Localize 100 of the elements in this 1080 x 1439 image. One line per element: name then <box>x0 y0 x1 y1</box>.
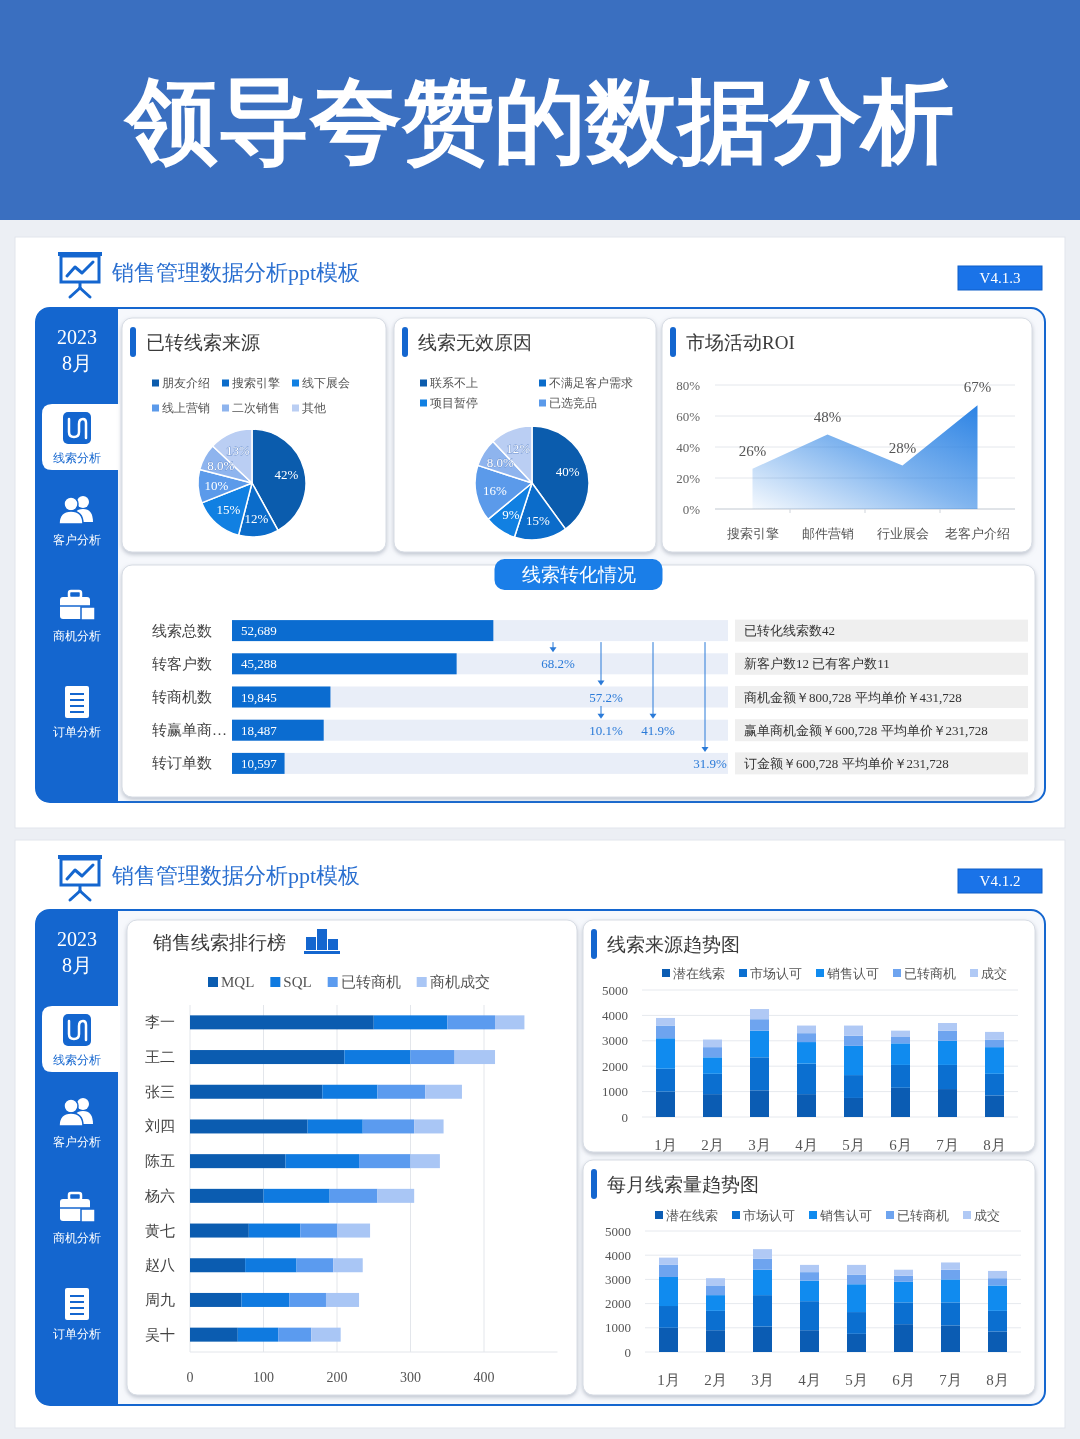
x-tick-label: 5月 <box>845 1372 868 1388</box>
x-tick-label: 2月 <box>701 1137 724 1153</box>
y-tick-label: 5000 <box>602 982 628 998</box>
y-tick-label: 刘四 <box>145 1118 175 1135</box>
y-tick-label: 20% <box>676 470 701 486</box>
legend-label: 线下展会 <box>302 376 350 390</box>
text: 订金额￥600,728 平均单价￥231,728 <box>744 755 949 771</box>
chart-title: 线索来源趋势图 <box>607 933 740 955</box>
data-label: 28% <box>888 439 917 456</box>
y-tick-label: 周九 <box>145 1291 175 1308</box>
legend-label: 销售认可 <box>819 1207 872 1223</box>
text: 线索分析 <box>53 451 101 465</box>
data-label: 16% <box>483 482 508 498</box>
y-tick-label: 0 <box>621 1109 628 1125</box>
legend-label: SQL <box>283 974 312 990</box>
data-label: 48% <box>813 408 842 425</box>
data-label: 42% <box>274 466 299 482</box>
y-tick-label: 4000 <box>605 1247 631 1263</box>
data-label: 52,689 <box>241 623 277 639</box>
x-tick-label: 300 <box>400 1369 421 1385</box>
text: 订单分析 <box>53 1327 101 1341</box>
x-tick-label: 8月 <box>986 1372 1009 1388</box>
text: 商机分析 <box>53 1231 101 1245</box>
annotation: 68.2% <box>541 656 575 672</box>
text: 8月 <box>62 352 92 374</box>
legend-label: 联系不上 <box>430 376 478 390</box>
x-tick-label: 4月 <box>795 1137 818 1153</box>
legend-label: 已转商机 <box>904 965 956 981</box>
legend-label: 已转商机 <box>897 1207 949 1223</box>
data-label: 26% <box>738 442 767 459</box>
text: 客户分析 <box>53 533 101 547</box>
legend-label: 项目暂停 <box>430 396 478 410</box>
y-tick-label: 李一 <box>145 1014 175 1031</box>
text: 2023 <box>57 928 97 950</box>
text: 商机分析 <box>53 629 101 643</box>
data-label: 15% <box>525 512 550 528</box>
x-tick-label: 200 <box>326 1369 348 1385</box>
legend-label: 成交 <box>981 965 1007 981</box>
x-tick-label: 400 <box>473 1369 495 1385</box>
data-label: 12% <box>244 510 269 526</box>
legend-label: 不满足客户需求 <box>549 376 633 390</box>
data-label: 10,597 <box>241 755 278 771</box>
y-tick-label: 杨六 <box>144 1187 175 1204</box>
chart-title: 市场活动ROI <box>686 331 795 353</box>
text: 新客户数12 已有客户数11 <box>744 656 890 672</box>
y-tick-label: 1000 <box>602 1084 628 1100</box>
x-tick-label: 2月 <box>704 1372 727 1388</box>
x-tick-label: 4月 <box>798 1372 821 1388</box>
legend-label: 已转商机 <box>340 974 401 990</box>
annotation: 57.2% <box>589 689 623 705</box>
chart-title: 每月线索量趋势图 <box>607 1173 759 1195</box>
text: 8月 <box>62 954 92 976</box>
x-tick-label: 7月 <box>939 1372 962 1388</box>
text: 已转化线索数42 <box>744 623 835 639</box>
y-tick-label: 陈五 <box>145 1153 175 1170</box>
x-tick-label: 行业展会 <box>876 525 929 541</box>
x-tick-label: 3月 <box>748 1137 771 1153</box>
text: 商机金额￥800,728 平均单价￥431,728 <box>744 689 962 705</box>
data-label: 10% <box>204 477 229 493</box>
y-tick-label: 赵八 <box>145 1257 175 1274</box>
legend-label: 搜索引擎 <box>232 376 280 390</box>
chart-title: 线索转化情况 <box>521 563 636 585</box>
legend-label: 成交 <box>974 1207 1000 1223</box>
y-tick-label: 0 <box>624 1344 631 1360</box>
y-tick-label: 转客户数 <box>152 655 212 672</box>
legend-label: 其他 <box>302 401 326 415</box>
x-tick-label: 搜索引擎 <box>726 525 779 541</box>
x-tick-label: 8月 <box>983 1137 1006 1153</box>
x-tick-label: 老客户介绍 <box>945 525 1010 541</box>
legend-label: 潜在线索 <box>673 965 725 981</box>
legend-label: 潜在线索 <box>666 1207 718 1223</box>
text: 客户分析 <box>53 1135 101 1149</box>
annotation: 10.1% <box>589 722 623 738</box>
y-tick-label: 0% <box>682 501 701 517</box>
legend-label: 市场认可 <box>743 1207 795 1223</box>
text: V4.1.3 <box>979 270 1021 286</box>
x-tick-label: 1月 <box>654 1137 677 1153</box>
y-tick-label: 转赢单商… <box>152 722 227 739</box>
chart-title: 线索无效原因 <box>418 331 532 353</box>
data-label: 15% <box>216 502 241 518</box>
y-tick-label: 王二 <box>145 1049 175 1066</box>
data-label: 45,288 <box>241 656 277 672</box>
x-tick-label: 3月 <box>751 1372 774 1388</box>
data-label: 12% <box>506 440 531 456</box>
legend-label: 市场认可 <box>750 965 802 981</box>
y-tick-label: 转商机数 <box>152 689 212 705</box>
x-tick-label: 7月 <box>936 1137 959 1153</box>
y-tick-label: 1000 <box>605 1320 631 1336</box>
x-tick-label: 6月 <box>889 1137 912 1153</box>
chart-title: 销售线索排行榜 <box>152 931 286 953</box>
data-label: 8.0% <box>486 455 514 471</box>
x-tick-label: 100 <box>253 1369 274 1385</box>
text: 销售管理数据分析ppt模板 <box>111 259 361 285</box>
x-tick-label: 6月 <box>892 1372 915 1388</box>
y-tick-label: 2000 <box>605 1296 631 1312</box>
legend-label: 朋友介绍 <box>162 376 210 390</box>
x-tick-label: 5月 <box>842 1137 865 1153</box>
y-tick-label: 40% <box>676 439 701 455</box>
x-tick-label: 邮件营销 <box>801 525 854 541</box>
legend-label: 线上营销 <box>162 401 210 415</box>
